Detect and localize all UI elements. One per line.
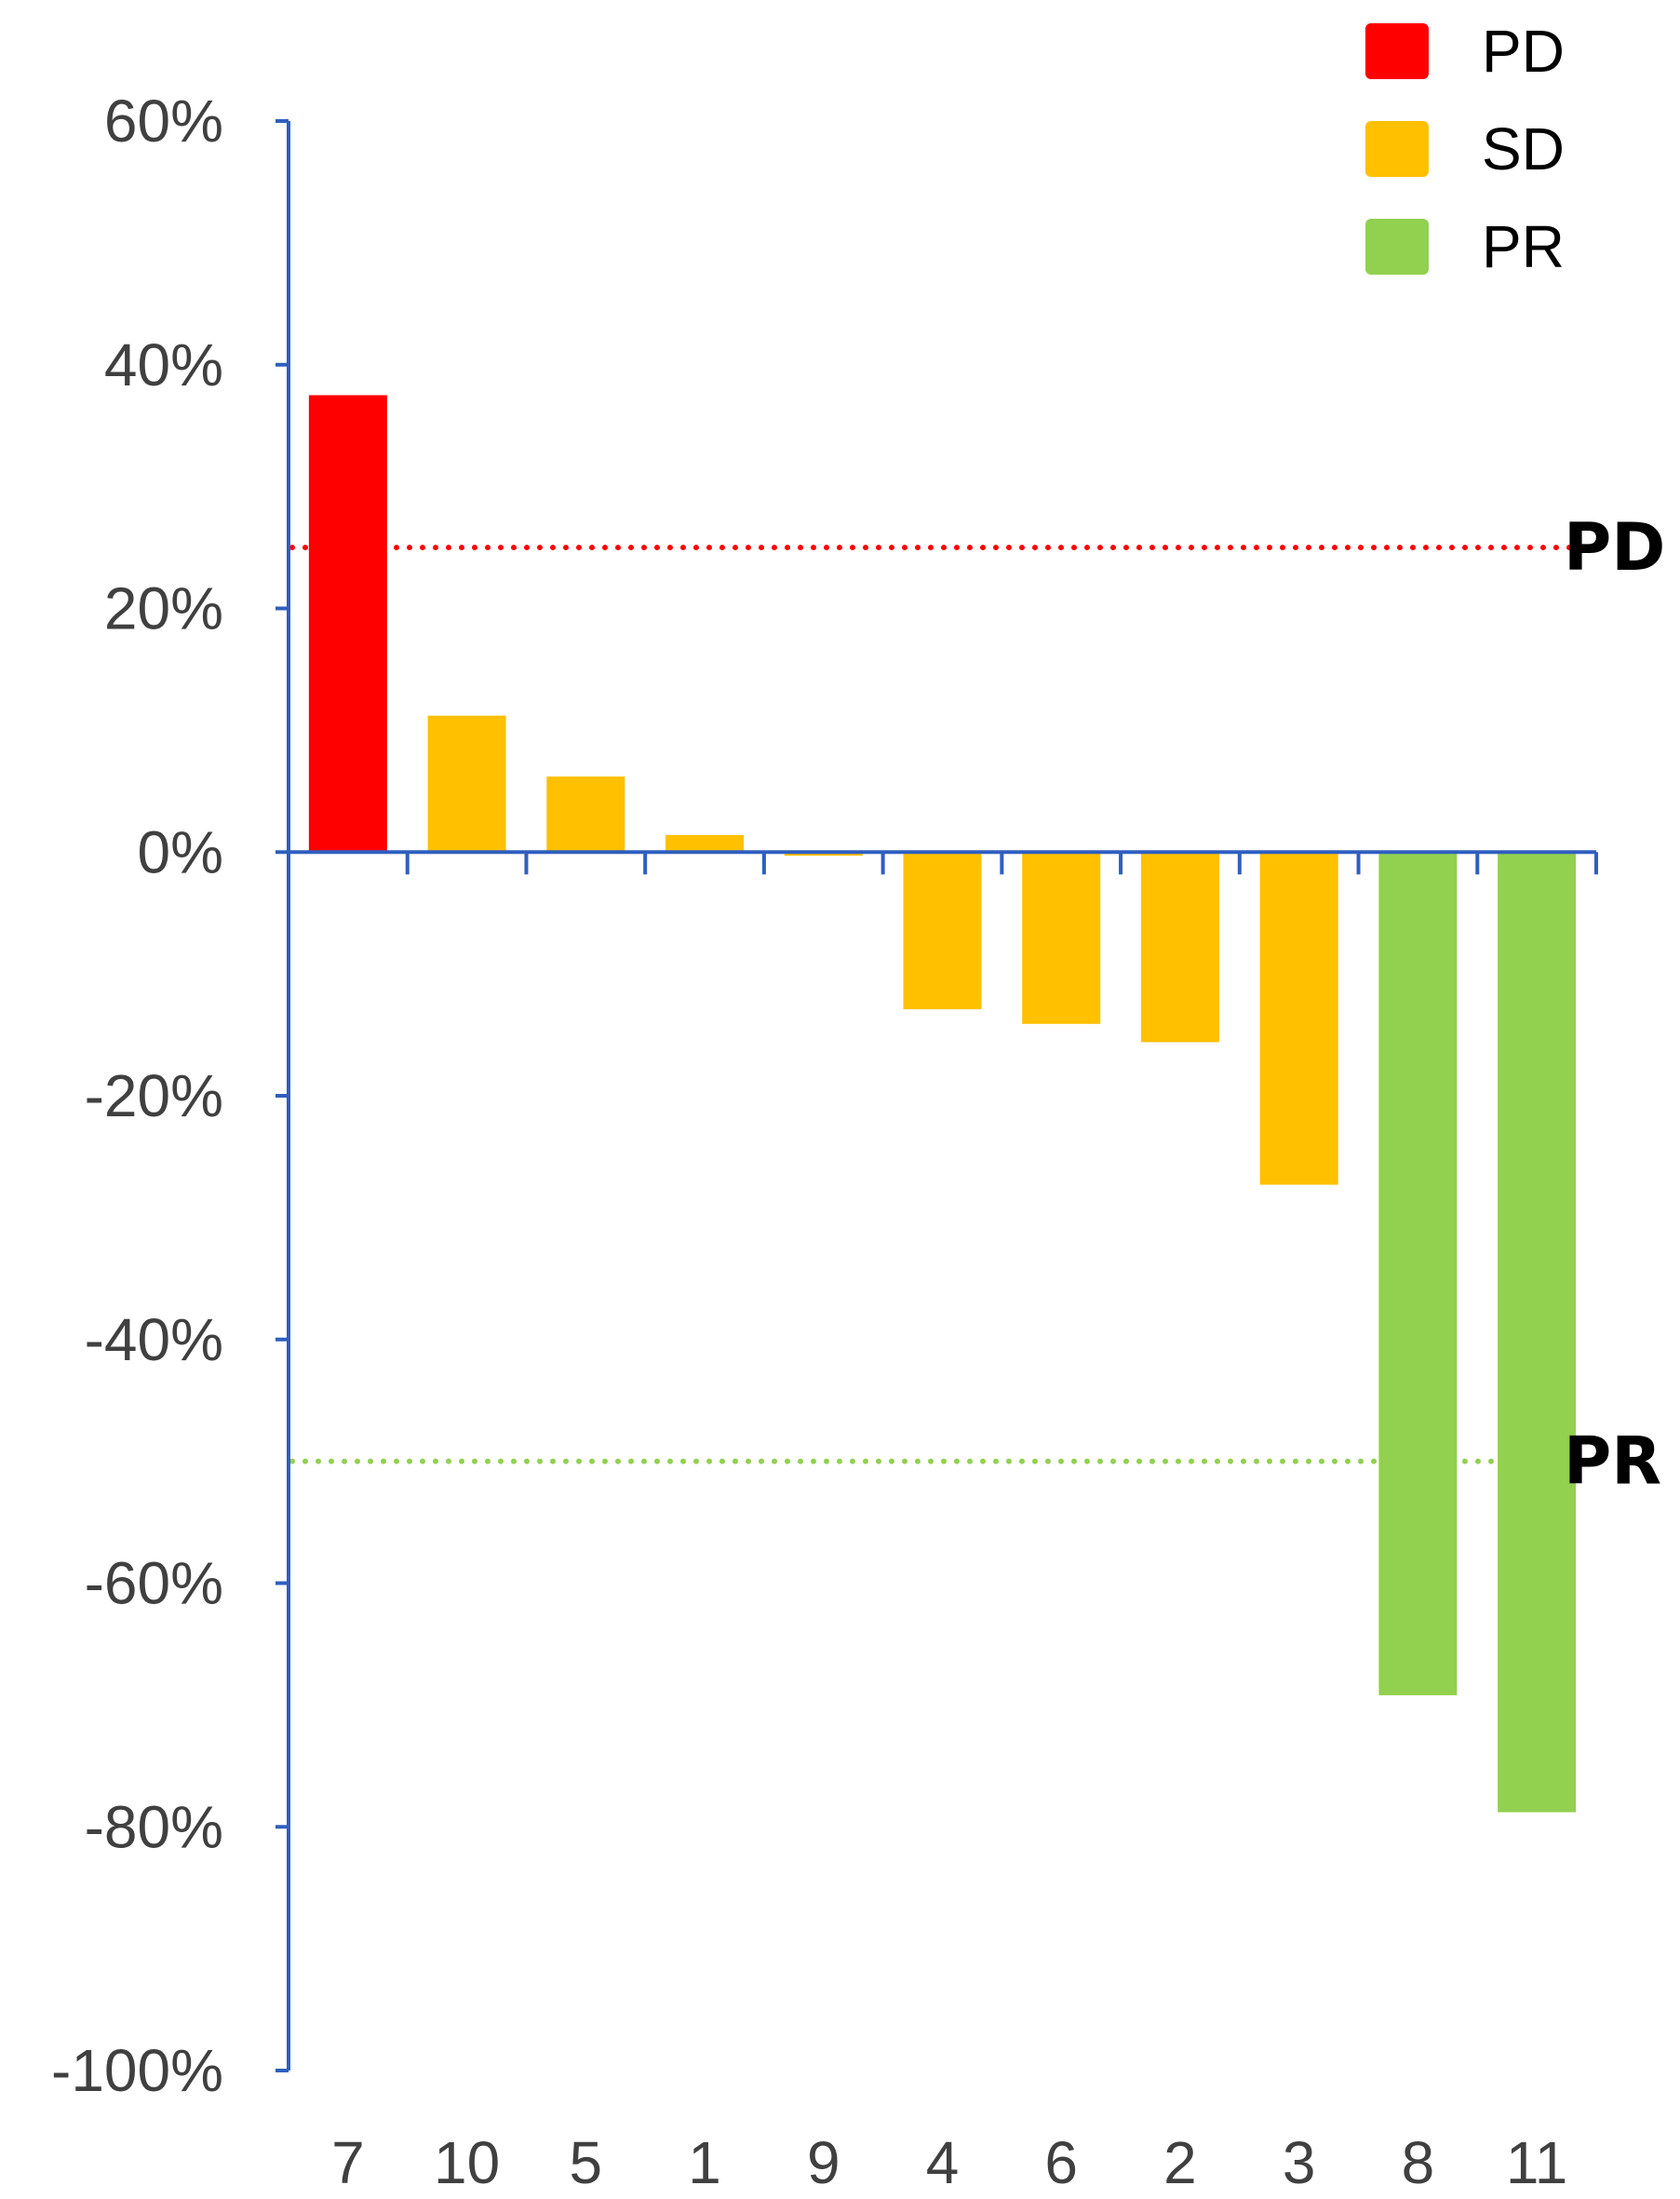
x-tick-label: 7 <box>331 2129 365 2196</box>
legend-swatch-pr <box>1365 219 1429 275</box>
legend-label-pd: PD <box>1482 18 1565 85</box>
bar-patient-5 <box>546 776 625 853</box>
y-tick-label: 0% <box>138 818 224 885</box>
bars-group <box>308 395 1577 1813</box>
y-tick-label: -100% <box>51 2037 223 2104</box>
y-tick-label: 60% <box>104 88 223 155</box>
x-tick-labels: 7 10 5 1 9 4 6 2 3 8 11 <box>331 2129 1567 2196</box>
bar-patient-3 <box>1259 852 1338 1185</box>
x-tick-label: 9 <box>807 2129 840 2196</box>
x-tick-label: 8 <box>1402 2129 1435 2196</box>
bar-patient-1 <box>665 834 745 853</box>
legend-swatch-sd <box>1365 121 1429 177</box>
x-tick-label: 3 <box>1283 2129 1316 2196</box>
x-tick-label: 1 <box>688 2129 721 2196</box>
y-tick-labels: 60% 40% 20% 0% -20% -40% -60% -80% -100% <box>51 88 223 2104</box>
legend-label-sd: SD <box>1482 115 1565 182</box>
x-tick-label: 10 <box>434 2129 500 2196</box>
y-tick-label: 20% <box>104 575 223 642</box>
legend-swatch-pd <box>1365 23 1429 79</box>
y-tick-label: -60% <box>85 1550 223 1617</box>
reference-labels: PD PR <box>1564 509 1665 1500</box>
x-tick-label: 5 <box>570 2129 603 2196</box>
x-tick-label: 6 <box>1044 2129 1078 2196</box>
y-tick-label: -40% <box>85 1306 223 1373</box>
threshold-label-pd: PD <box>1564 509 1665 586</box>
x-tick-label: 2 <box>1163 2129 1197 2196</box>
legend: PD SD PR <box>1365 18 1565 280</box>
bar-patient-4 <box>903 852 982 1010</box>
x-tick-label: 11 <box>1506 2129 1567 2196</box>
bar-patient-6 <box>1022 852 1101 1024</box>
legend-label-pr: PR <box>1482 213 1565 280</box>
bar-patient-7 <box>308 395 387 853</box>
y-tick-label: -20% <box>85 1062 223 1129</box>
y-tick-label: -80% <box>85 1793 223 1860</box>
threshold-label-pr: PR <box>1564 1423 1661 1500</box>
y-tick-label: 40% <box>104 331 223 398</box>
bar-patient-8 <box>1378 852 1458 1695</box>
reference-lines <box>289 545 1599 1464</box>
bar-patient-2 <box>1140 852 1219 1043</box>
x-tick-label: 4 <box>926 2129 960 2196</box>
axes-group <box>276 119 1598 2072</box>
bar-patient-10 <box>427 715 506 853</box>
bar-patient-11 <box>1498 852 1577 1813</box>
